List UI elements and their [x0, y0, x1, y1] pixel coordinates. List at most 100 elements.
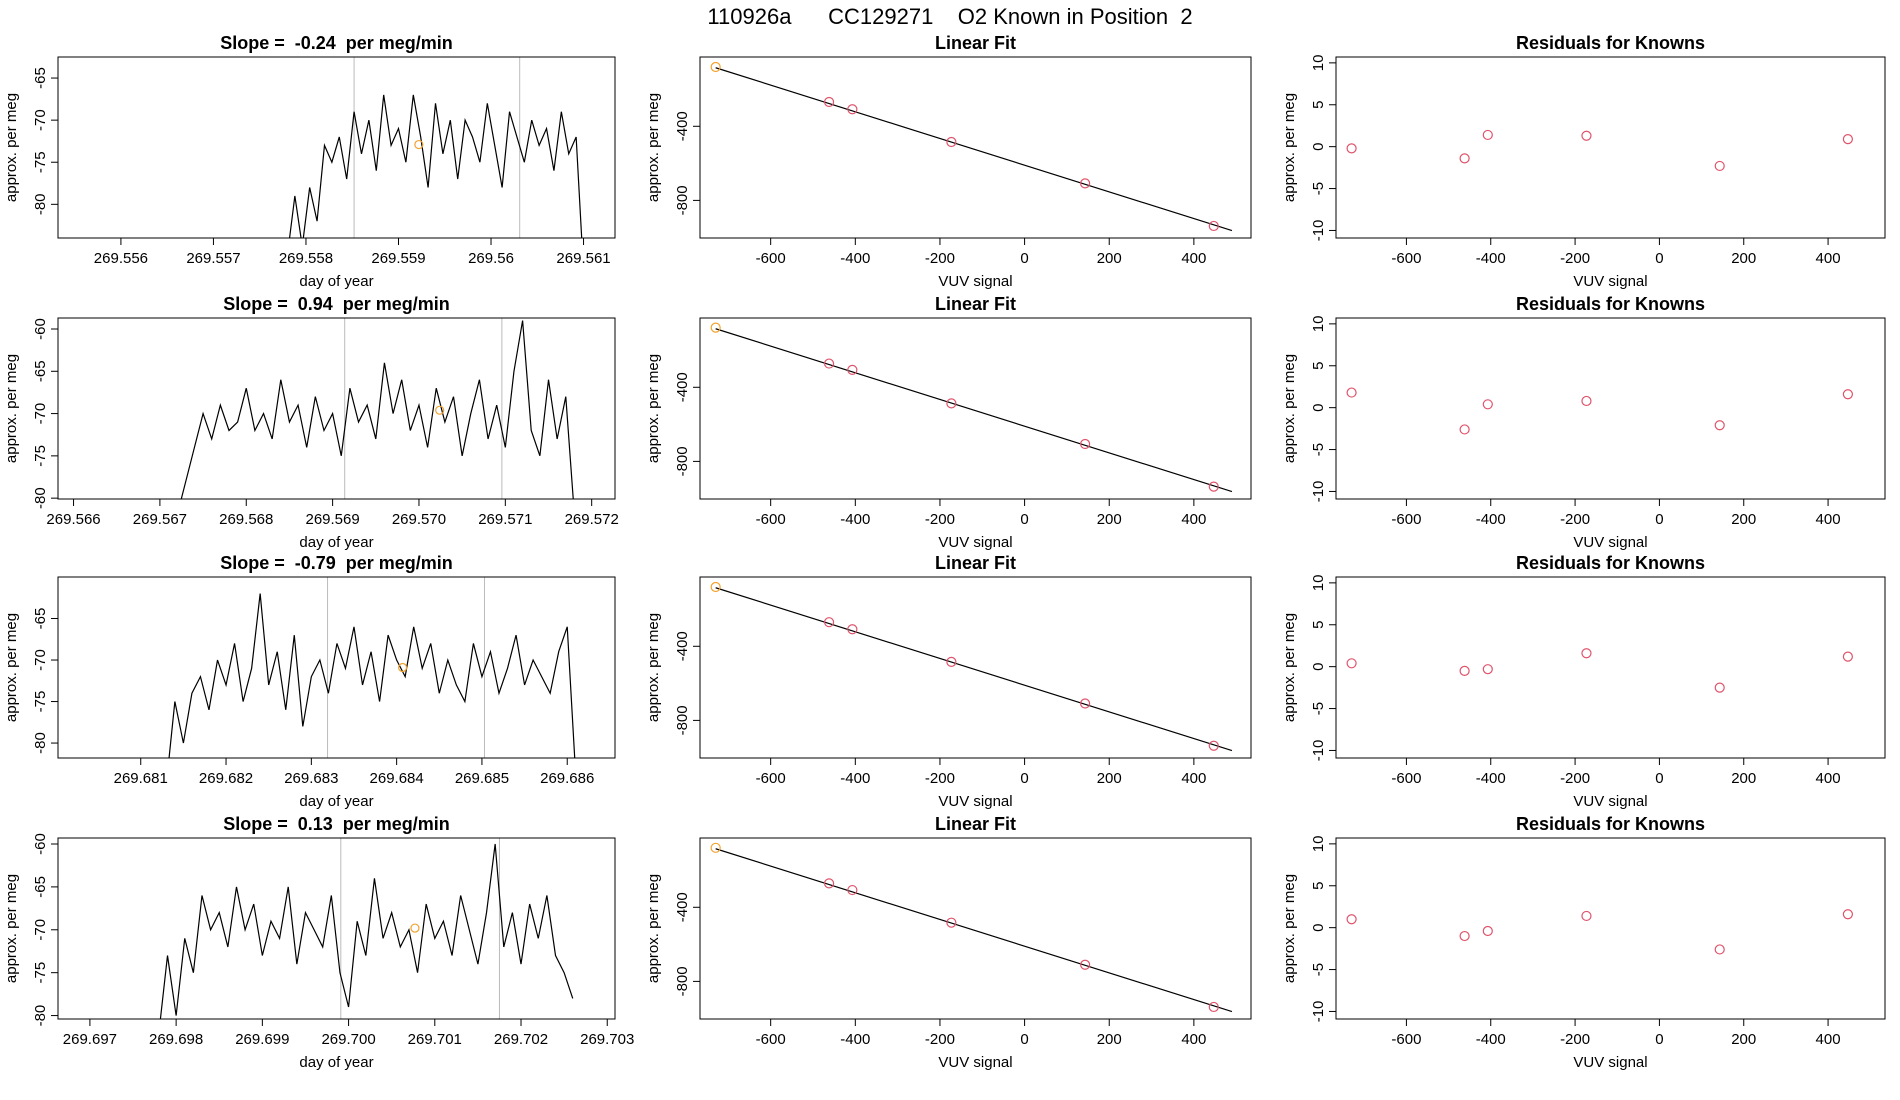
y-tick-label: 0	[1310, 403, 1327, 411]
y-axis-label: approx. per meg	[3, 874, 20, 983]
data-line	[180, 320, 574, 499]
y-tick-label: 10	[1310, 836, 1327, 853]
data-point	[1482, 925, 1493, 937]
data-point	[1208, 481, 1219, 492]
x-tick-label: 269.703	[580, 1031, 634, 1048]
x-tick-label: 269.682	[199, 770, 253, 787]
x-tick-label: 269.686	[540, 770, 594, 787]
plot-frame	[699, 837, 1252, 1020]
data-point	[1208, 740, 1219, 751]
plot-area	[710, 842, 1233, 1013]
data-point	[1581, 648, 1592, 659]
plot-frame	[699, 56, 1252, 239]
data-point	[710, 581, 721, 593]
y-tick-label: -65	[32, 876, 49, 898]
y-tick-label: -75	[32, 445, 49, 467]
x-tick-label: -200	[1560, 770, 1590, 787]
plot-area	[1346, 909, 1853, 955]
x-tick-label: 200	[1731, 770, 1756, 787]
y-tick-label: -75	[32, 962, 49, 984]
data-point	[1346, 143, 1357, 154]
y-tick-label: -65	[32, 608, 49, 630]
x-tick-label: -400	[1476, 250, 1506, 267]
y-tick-label: 0	[1310, 923, 1327, 931]
y-tick-label: -80	[32, 732, 49, 754]
data-point	[1581, 910, 1592, 922]
plot-area	[159, 838, 574, 1019]
data-point	[1208, 220, 1219, 232]
panel: Linear Fit VUV signal approx. per meg -600 -…	[645, 33, 1252, 290]
data-point	[710, 322, 721, 333]
x-tick-label: 269.557	[186, 250, 240, 267]
panel-title: Linear Fit	[935, 553, 1016, 573]
x-tick-label: 269.698	[149, 1031, 203, 1048]
y-axis-label: approx. per meg	[645, 354, 662, 463]
panel: Linear Fit VUV signal approx. per meg -600 -…	[645, 553, 1252, 810]
y-tick-label: -10	[1310, 220, 1327, 242]
data-point	[710, 842, 721, 853]
data-point	[1346, 658, 1357, 669]
mean-marker	[435, 405, 445, 415]
plot-area	[710, 581, 1233, 752]
y-tick-label: -800	[674, 446, 691, 476]
panel-title: Slope = 0.94 per meg/min	[223, 294, 450, 314]
plot-frame	[699, 317, 1252, 500]
mean-marker	[398, 662, 408, 673]
x-tick-label: -400	[840, 1031, 870, 1048]
y-axis-label: approx. per meg	[1281, 93, 1298, 202]
panel: Residuals for Knowns VUV signal approx. pe…	[1281, 294, 1886, 551]
panel: Linear Fit VUV signal approx. per meg -600 -…	[645, 814, 1252, 1071]
data-point	[847, 364, 858, 375]
plot-frame	[57, 56, 616, 239]
plot-frame	[1335, 837, 1886, 1020]
data-point	[1714, 682, 1725, 693]
fit-line	[715, 587, 1233, 752]
x-tick-label: 269.570	[392, 511, 446, 528]
fit-line	[715, 328, 1233, 493]
x-tick-label: 400	[1181, 511, 1206, 528]
x-axis-label: VUV signal	[1573, 534, 1647, 551]
data-point	[1208, 1001, 1219, 1013]
x-tick-label: -600	[756, 1031, 786, 1048]
plot-frame	[57, 317, 616, 500]
y-tick-label: -800	[674, 966, 691, 996]
x-tick-label: -600	[1391, 770, 1421, 787]
data-point	[1346, 914, 1357, 925]
data-point	[1482, 129, 1493, 141]
y-tick-label: -10	[1310, 740, 1327, 762]
x-tick-label: 0	[1020, 770, 1028, 787]
plot-frame	[57, 837, 616, 1020]
plot-frame	[1335, 576, 1886, 759]
panel-title: Slope = -0.79 per meg/min	[220, 553, 453, 573]
x-tick-label: 269.697	[63, 1031, 117, 1048]
plot-area	[1346, 648, 1853, 693]
data-point	[1842, 389, 1853, 400]
panel: Residuals for Knowns VUV signal approx. pe…	[1281, 33, 1886, 290]
x-tick-label: 0	[1655, 250, 1663, 267]
x-tick-label: 200	[1097, 511, 1122, 528]
y-tick-label: 0	[1310, 662, 1327, 670]
plot-area	[710, 61, 1233, 232]
y-tick-label: 10	[1310, 575, 1327, 592]
data-point	[1714, 160, 1725, 172]
data-point	[1459, 665, 1470, 676]
panel: Linear Fit VUV signal approx. per meg -600 -…	[645, 294, 1252, 551]
data-point	[847, 884, 858, 896]
panel-title: Residuals for Knowns	[1516, 33, 1705, 53]
x-tick-label: -600	[1391, 511, 1421, 528]
data-point	[1581, 130, 1592, 141]
y-axis-label: approx. per meg	[645, 613, 662, 722]
x-tick-label: 269.699	[235, 1031, 289, 1048]
x-tick-label: 269.559	[371, 250, 425, 267]
panel-title: Slope = 0.13 per meg/min	[223, 814, 450, 834]
x-tick-label: 269.569	[305, 511, 359, 528]
y-tick-label: -400	[674, 892, 691, 922]
x-tick-label: 0	[1655, 770, 1663, 787]
data-point	[946, 656, 957, 667]
panel-title: Residuals for Knowns	[1516, 294, 1705, 314]
y-tick-label: -70	[32, 649, 49, 671]
data-point	[1714, 944, 1725, 955]
x-tick-label: 269.702	[494, 1031, 548, 1048]
x-tick-label: -200	[1560, 1031, 1590, 1048]
